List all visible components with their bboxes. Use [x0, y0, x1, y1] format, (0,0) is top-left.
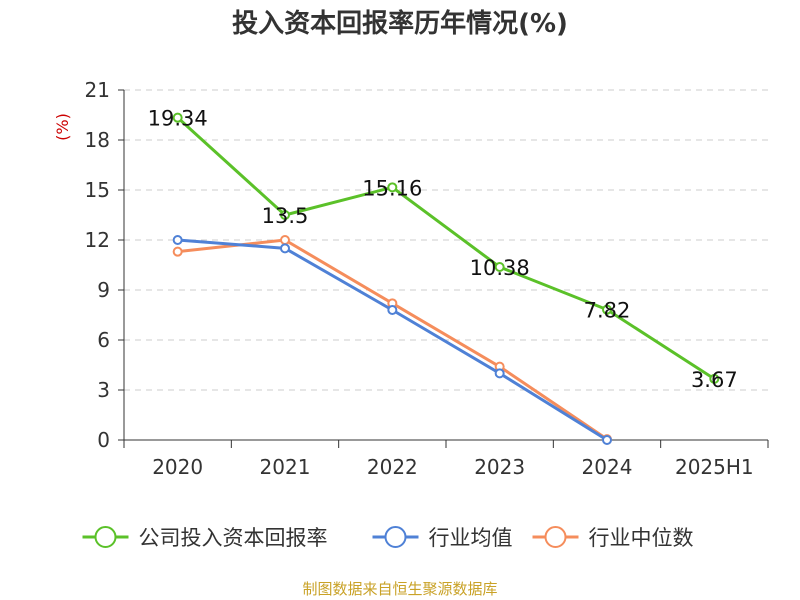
legend-marker-icon — [384, 526, 407, 548]
legend: 公司投入资本回报率 行业均值 行业中位数 — [82, 526, 694, 550]
data-labels: 19.34 13.5 15.16 10.38 7.82 3.67 — [148, 107, 738, 392]
data-point — [172, 235, 183, 245]
grid-lines — [124, 89, 768, 391]
data-point — [280, 235, 290, 245]
legend-item: 行业均值 — [372, 526, 513, 550]
data-point — [602, 304, 612, 315]
y-tick-label: 12 — [85, 228, 110, 252]
data-point — [494, 368, 505, 379]
x-tick-label: 2023 — [474, 455, 525, 479]
data-label: 19.34 — [148, 107, 208, 131]
data-point — [602, 435, 612, 445]
data-point — [709, 373, 720, 384]
data-label: 10.38 — [470, 256, 530, 280]
chart-title: 投入资本回报率历年情况(%) — [232, 8, 568, 39]
y-tick-label: 21 — [85, 78, 110, 102]
data-point — [494, 262, 505, 272]
x-tick-label: 2025H1 — [675, 455, 754, 479]
data-label: 15.16 — [362, 176, 422, 200]
legend-marker-icon — [544, 526, 567, 548]
legend-label: 公司投入资本回报率 — [139, 526, 328, 550]
y-tick-label: 15 — [85, 178, 110, 202]
data-point — [172, 246, 183, 257]
data-label: 7.82 — [584, 299, 631, 323]
x-tick-label: 2021 — [260, 455, 311, 479]
x-tick-label: 2020 — [152, 455, 203, 479]
data-point — [280, 210, 290, 220]
y-tick-label: 3 — [97, 378, 110, 402]
y-tick-label: 6 — [97, 328, 110, 352]
data-point — [387, 305, 398, 315]
series-lines — [172, 112, 720, 445]
y-axis-unit: (%) — [53, 113, 72, 141]
legend-item: 行业中位数 — [532, 526, 694, 550]
legend-label: 行业均值 — [429, 526, 513, 550]
y-tick-label: 9 — [97, 278, 110, 302]
data-point — [280, 243, 290, 254]
y-tick-label: 0 — [97, 428, 110, 452]
data-label: 3.67 — [691, 368, 738, 392]
data-point — [387, 182, 398, 193]
x-tick-label: 2022 — [367, 455, 418, 479]
y-tick-label: 18 — [85, 128, 110, 152]
legend-label: 行业中位数 — [589, 526, 694, 550]
series-line — [176, 116, 716, 381]
data-point — [172, 112, 183, 123]
axes: 0 3 6 9 12 15 18 21 2020 2021 2022 2023 2024 2025H1 — [85, 78, 769, 479]
x-tick-label: 2024 — [582, 455, 633, 479]
data-label: 13.5 — [262, 204, 309, 228]
legend-marker-icon — [94, 526, 117, 548]
legend-item: 公司投入资本回报率 — [82, 526, 328, 550]
source-note: 制图数据来自恒生聚源数据库 — [302, 580, 497, 598]
